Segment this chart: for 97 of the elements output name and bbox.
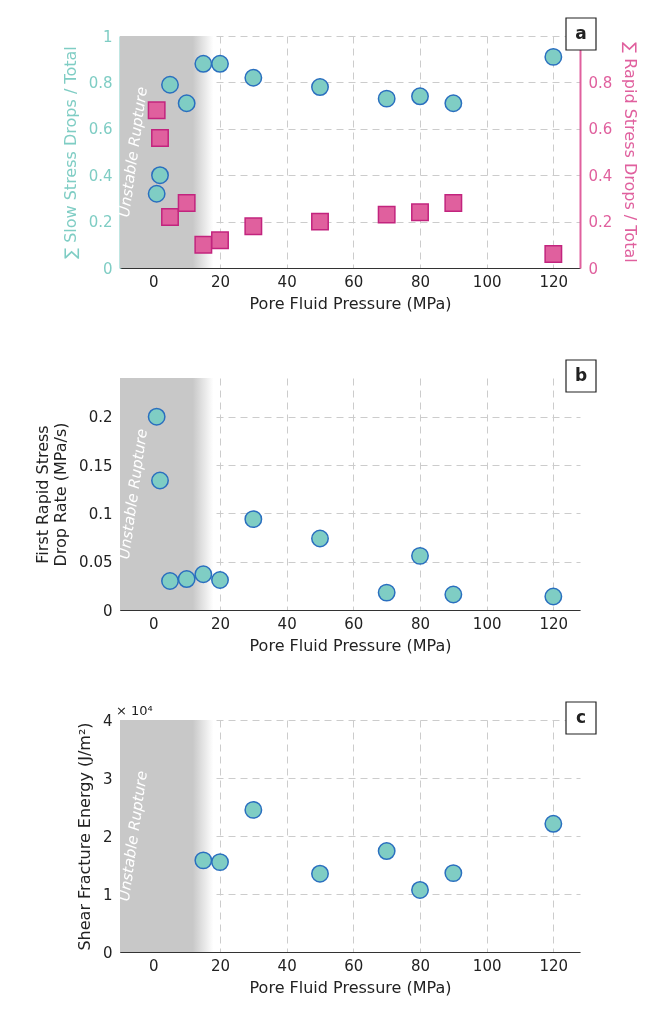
point (544, 814, 563, 833)
point (194, 565, 213, 584)
point (544, 587, 563, 606)
point (211, 231, 229, 250)
x-tick-label: 20 (210, 956, 231, 975)
annotation: c (575, 707, 587, 727)
x-tick-label: 100 (472, 272, 502, 291)
point (544, 47, 563, 66)
x-tick-label: 80 (410, 272, 431, 291)
y-axis-title: ∑ Slow Stress Drops / Total (60, 46, 80, 259)
y-tick-label: 0 (102, 601, 113, 620)
point (544, 245, 563, 264)
point (151, 166, 169, 185)
x-tick-label: 40 (277, 272, 297, 291)
x-tick-label: 120 (539, 272, 569, 291)
point (177, 94, 196, 113)
point (244, 217, 263, 236)
y-axis-title: Shear Fracture Energy (J/m²) (74, 722, 94, 951)
x-tick-label: 60 (344, 272, 364, 291)
y-tick-label: 0.2 (88, 408, 113, 427)
point (244, 68, 263, 87)
point (311, 529, 329, 548)
x-tick-label: 40 (277, 956, 297, 975)
point (411, 203, 429, 222)
point (147, 101, 166, 120)
x-tick-label: 120 (539, 956, 569, 975)
point (147, 184, 166, 203)
x-axis-title: Pore Fluid Pressure (MPa) (249, 635, 452, 655)
point (194, 235, 213, 254)
x-tick-label: 0 (149, 956, 159, 975)
point (411, 87, 429, 106)
y-tick-label: 0 (102, 259, 113, 278)
point (311, 212, 329, 231)
annotation: a (575, 23, 587, 43)
x-tick-label: 80 (410, 614, 431, 633)
point (211, 853, 229, 872)
x-tick-label: 60 (344, 614, 364, 633)
y-tick-label: 0.4 (88, 166, 113, 185)
y-axis-title: First Rapid Stress Drop Rate (MPa/s) (33, 422, 71, 567)
point (444, 585, 463, 604)
point (411, 880, 429, 899)
y2-tick-label: 0.8 (588, 73, 613, 92)
point (151, 471, 169, 490)
point (411, 546, 429, 565)
x-tick-label: 100 (472, 614, 502, 633)
y-tick-label: 4 (102, 711, 113, 730)
x-tick-label: 0 (149, 614, 159, 633)
y2-tick-label: 0.6 (588, 120, 613, 139)
point (211, 571, 229, 589)
y-tick-label: 0.15 (79, 456, 113, 475)
text: × 10⁴ (116, 703, 153, 718)
y-tick-label: 0.8 (88, 73, 113, 92)
point (444, 194, 463, 213)
annotation: b (574, 365, 588, 385)
y-tick-label: 2 (102, 827, 113, 846)
y2-axis-title: ∑ Rapid Stress Drops / Total (621, 42, 641, 263)
y2-tick-label: 0.2 (588, 213, 613, 232)
point (311, 864, 329, 883)
x-tick-label: 40 (277, 614, 297, 633)
x-tick-label: 20 (210, 614, 231, 633)
y-tick-label: 0 (102, 943, 113, 962)
point (244, 800, 263, 819)
x-tick-label: 120 (539, 614, 569, 633)
y-tick-label: 1 (102, 885, 113, 904)
x-axis-title: Pore Fluid Pressure (MPa) (249, 977, 452, 997)
y2-tick-label: 0 (588, 259, 599, 278)
x-tick-label: 100 (472, 956, 502, 975)
point (177, 194, 196, 213)
point (377, 205, 396, 224)
y-tick-label: 0.2 (88, 213, 113, 232)
y-tick-label: 1 (102, 27, 113, 46)
x-tick-label: 0 (149, 272, 159, 291)
x-tick-label: 20 (210, 272, 231, 291)
point (377, 583, 396, 602)
y2-tick-label: 0.4 (588, 166, 613, 185)
point (444, 94, 463, 113)
y-tick-label: 0.6 (88, 120, 113, 139)
y-tick-label: 0.05 (79, 553, 113, 572)
x-tick-label: 60 (344, 956, 364, 975)
x-tick-label: 80 (410, 956, 431, 975)
point (444, 864, 463, 883)
x-axis-title: Pore Fluid Pressure (MPa) (249, 293, 452, 313)
point (377, 842, 396, 861)
point (194, 54, 213, 73)
point (151, 129, 169, 148)
point (211, 54, 229, 73)
point (244, 510, 263, 529)
point (161, 572, 179, 590)
y-tick-label: 3 (102, 769, 113, 788)
point (161, 75, 179, 94)
point (177, 570, 196, 589)
point (194, 851, 213, 870)
point (147, 407, 166, 426)
point (311, 78, 329, 96)
y-tick-label: 0.1 (88, 504, 113, 523)
point (161, 207, 179, 226)
point (377, 89, 396, 108)
